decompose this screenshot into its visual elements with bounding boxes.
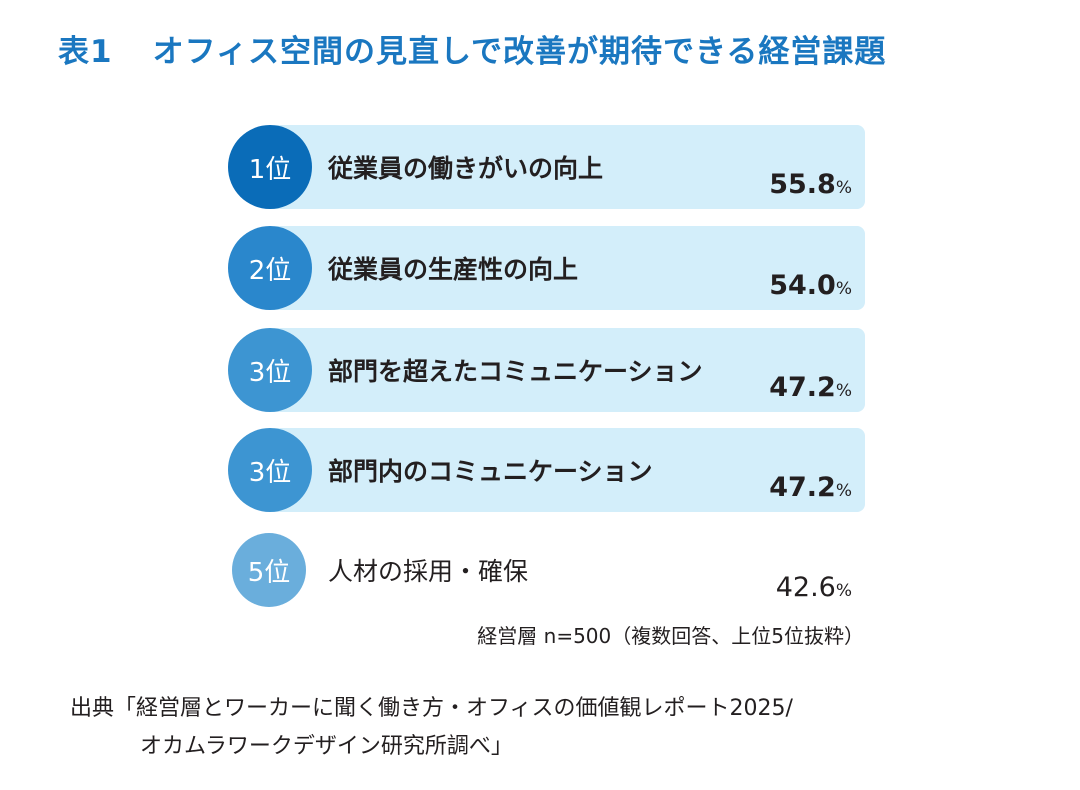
page-title: 表1 オフィス空間の見直しで改善が期待できる経営課題 xyxy=(58,26,886,71)
rank-badge: 2位 xyxy=(228,226,312,310)
row-value: 54.0% xyxy=(769,270,852,301)
rank-text: 3位 xyxy=(248,357,292,388)
row-value: 42.6% xyxy=(776,572,852,603)
row-bar xyxy=(268,125,865,209)
row-bar xyxy=(268,428,865,512)
row-bar xyxy=(268,226,865,310)
row-bar xyxy=(268,328,865,412)
row-label: 部門を超えたコミュニケーション xyxy=(328,357,703,386)
row-label: 部門内のコミュニケーション xyxy=(328,457,653,486)
row-value: 47.2% xyxy=(769,472,852,503)
ranking-row: 3位 部門内のコミュニケーション 47.2% xyxy=(228,428,868,512)
value-number: 42.6 xyxy=(775,572,836,603)
value-number: 47.2 xyxy=(769,372,836,403)
value-unit: % xyxy=(835,381,852,401)
row-label: 従業員の生産性の向上 xyxy=(328,255,579,284)
rank-badge: 3位 xyxy=(228,328,312,412)
title-text: オフィス空間の見直しで改善が期待できる経営課題 xyxy=(152,34,887,70)
rank-badge: 5位 xyxy=(232,533,306,607)
ranking-row: 3位 部門を超えたコミュニケーション 47.2% xyxy=(228,328,868,412)
rank-text: 3位 xyxy=(248,457,292,488)
ranking-row: 5位 人材の採用・確保 42.6% xyxy=(228,528,868,612)
source-line-2: オカムラワークデザイン研究所調べ」 xyxy=(140,734,513,759)
source-line-1: 出典「経営層とワーカーに聞く働き方・オフィスの価値観レポート2025/ xyxy=(70,696,793,721)
value-number: 54.0 xyxy=(769,270,836,301)
source-citation: 出典「経営層とワーカーに聞く働き方・オフィスの価値観レポート2025/ オカムラ… xyxy=(70,690,793,766)
row-label: 従業員の働きがいの向上 xyxy=(328,154,604,183)
value-number: 47.2 xyxy=(769,472,836,503)
value-unit: % xyxy=(835,481,852,501)
sample-note: 経営層 n=500（複数回答、上位5位抜粋） xyxy=(477,624,864,648)
rank-text: 2位 xyxy=(248,255,292,286)
value-unit: % xyxy=(835,178,852,198)
rank-text: 5位 xyxy=(247,557,291,588)
ranking-row: 2位 従業員の生産性の向上 54.0% xyxy=(228,226,868,310)
value-unit: % xyxy=(835,279,852,299)
rank-badge: 3位 xyxy=(228,428,312,512)
row-value: 47.2% xyxy=(769,372,852,403)
row-label: 人材の採用・確保 xyxy=(328,557,529,586)
rank-text: 1位 xyxy=(248,154,292,185)
value-unit: % xyxy=(835,581,852,601)
rank-badge: 1位 xyxy=(228,125,312,209)
row-value: 55.8% xyxy=(769,169,852,200)
ranking-row: 1位 従業員の働きがいの向上 55.8% xyxy=(228,125,868,209)
table-number: 表1 xyxy=(58,34,113,70)
value-number: 55.8 xyxy=(769,169,836,200)
